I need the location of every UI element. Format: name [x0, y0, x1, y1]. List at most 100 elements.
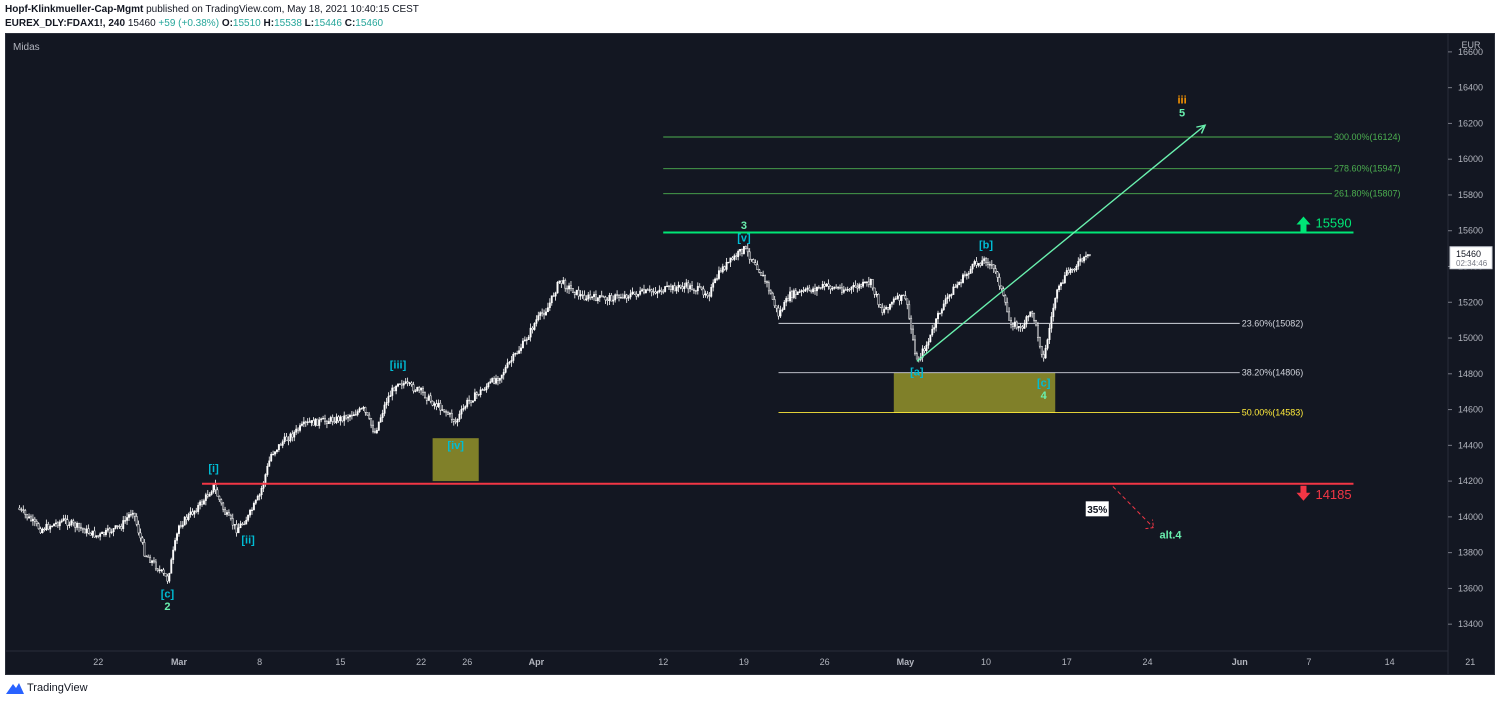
fib-label: 261.80%(15807)	[1334, 189, 1401, 199]
tradingview-brand[interactable]: TradingView	[27, 682, 88, 694]
candle-body	[226, 512, 228, 515]
candle-body	[416, 387, 419, 392]
candle-body	[264, 474, 267, 484]
symbol-name[interactable]: EUREX_DLY:FDAX1!, 240	[5, 18, 126, 29]
y-tick-label: 13800	[1458, 548, 1483, 558]
candle-body	[1013, 321, 1016, 327]
candle-body	[931, 328, 934, 336]
x-tick-label: 14	[1385, 657, 1395, 667]
candle-body	[241, 523, 244, 525]
candle-body	[314, 418, 317, 426]
candle-body	[664, 286, 667, 292]
candle-body	[545, 311, 547, 316]
candle-body	[938, 312, 941, 315]
candle-body	[996, 271, 999, 278]
time-axis[interactable]: 22 Mar 8 15 22 26 Apr 12 19 26 May 10 17 24 Jun 7 14 21	[93, 657, 1475, 667]
candle-body	[514, 353, 517, 355]
price-axis[interactable]: EUR 13400 13600 13800 14000 14200 14400 14600 14…	[1448, 40, 1493, 629]
x-tick-label: 17	[1062, 657, 1072, 667]
candle-body	[31, 518, 34, 522]
candle-body	[937, 312, 939, 320]
price-chart[interactable]: Midas 23.60%(15082) 38.20%(14806) 50.00%(1…	[6, 34, 1494, 674]
candle-body	[541, 312, 544, 314]
low-value: 15446	[314, 18, 342, 29]
candle-body	[201, 501, 203, 505]
candle-body	[583, 294, 586, 301]
candle-body	[910, 317, 913, 330]
publisher-name[interactable]: Hopf-Klinkmueller-Cap-Mgmt	[5, 4, 144, 15]
open-value: 15510	[232, 18, 261, 29]
candle-body	[331, 417, 334, 422]
y-tick-label: 14800	[1458, 369, 1483, 379]
wave-label: 3	[741, 220, 747, 232]
candle-body	[154, 561, 157, 570]
candle-body	[783, 301, 786, 310]
candle-body	[158, 569, 161, 571]
candle-body	[619, 297, 622, 299]
candle-body	[422, 387, 424, 393]
candle-body	[377, 421, 380, 431]
candle-body	[106, 528, 109, 531]
candle-body	[466, 399, 469, 407]
candle-body	[673, 285, 676, 292]
candle-body	[149, 557, 152, 563]
candle-body	[696, 286, 699, 292]
y-tick-label: 15000	[1458, 333, 1483, 343]
candle-body	[30, 516, 32, 522]
candle-body	[35, 521, 38, 524]
candle-body	[693, 289, 695, 291]
candle-body	[76, 523, 79, 528]
candle-body	[187, 514, 190, 520]
candle-body	[431, 400, 434, 406]
projection-arrowhead-icon	[1196, 124, 1207, 134]
candle-body	[266, 466, 269, 475]
candle-body	[789, 291, 791, 302]
candle-body	[300, 423, 303, 426]
candle-body	[126, 517, 129, 521]
candle-body	[865, 281, 868, 283]
candle-body	[276, 449, 278, 452]
y-tick-label: 16600	[1458, 47, 1483, 57]
candle-body	[913, 339, 916, 354]
candle-body	[374, 431, 376, 434]
candle-body	[356, 411, 359, 415]
candle-body	[631, 291, 634, 295]
candle-body	[1006, 301, 1009, 313]
candle-body	[871, 279, 874, 289]
probability-badge	[1084, 500, 1110, 518]
candle-body	[1058, 285, 1061, 291]
candle-body	[268, 460, 271, 467]
candle-body	[933, 327, 936, 330]
candle-body	[108, 528, 111, 534]
candle-body	[45, 523, 48, 531]
wave-label: [ii]	[241, 535, 255, 547]
x-tick-label: Jun	[1232, 657, 1248, 667]
tradingview-logo-icon[interactable]	[6, 682, 24, 694]
indicator-label[interactable]: Midas	[13, 42, 40, 53]
candle-body	[391, 387, 394, 396]
candle-body	[819, 287, 822, 289]
x-tick-label: 15	[335, 657, 345, 667]
candle-body	[456, 419, 459, 423]
candle-body	[987, 262, 989, 265]
alt-projection-line	[1112, 486, 1154, 528]
candle-body	[629, 293, 632, 298]
candle-body	[247, 514, 250, 521]
candle-body	[410, 382, 413, 385]
candle-body	[68, 524, 71, 526]
candle-body	[383, 404, 386, 414]
candle-body	[427, 395, 430, 401]
candle-body	[85, 528, 88, 534]
candle-body	[877, 293, 880, 305]
candle-body	[333, 421, 336, 423]
candle-body	[308, 421, 311, 423]
candle-body	[193, 510, 196, 515]
candle-body	[758, 269, 761, 273]
candle-body	[56, 522, 59, 527]
candle-body	[1083, 256, 1086, 262]
x-tick-label: 19	[739, 657, 749, 667]
candle-body	[860, 284, 863, 287]
y-tick-label: 15800	[1458, 190, 1483, 200]
last-price: 15460	[127, 18, 156, 29]
candle-body	[675, 287, 678, 292]
